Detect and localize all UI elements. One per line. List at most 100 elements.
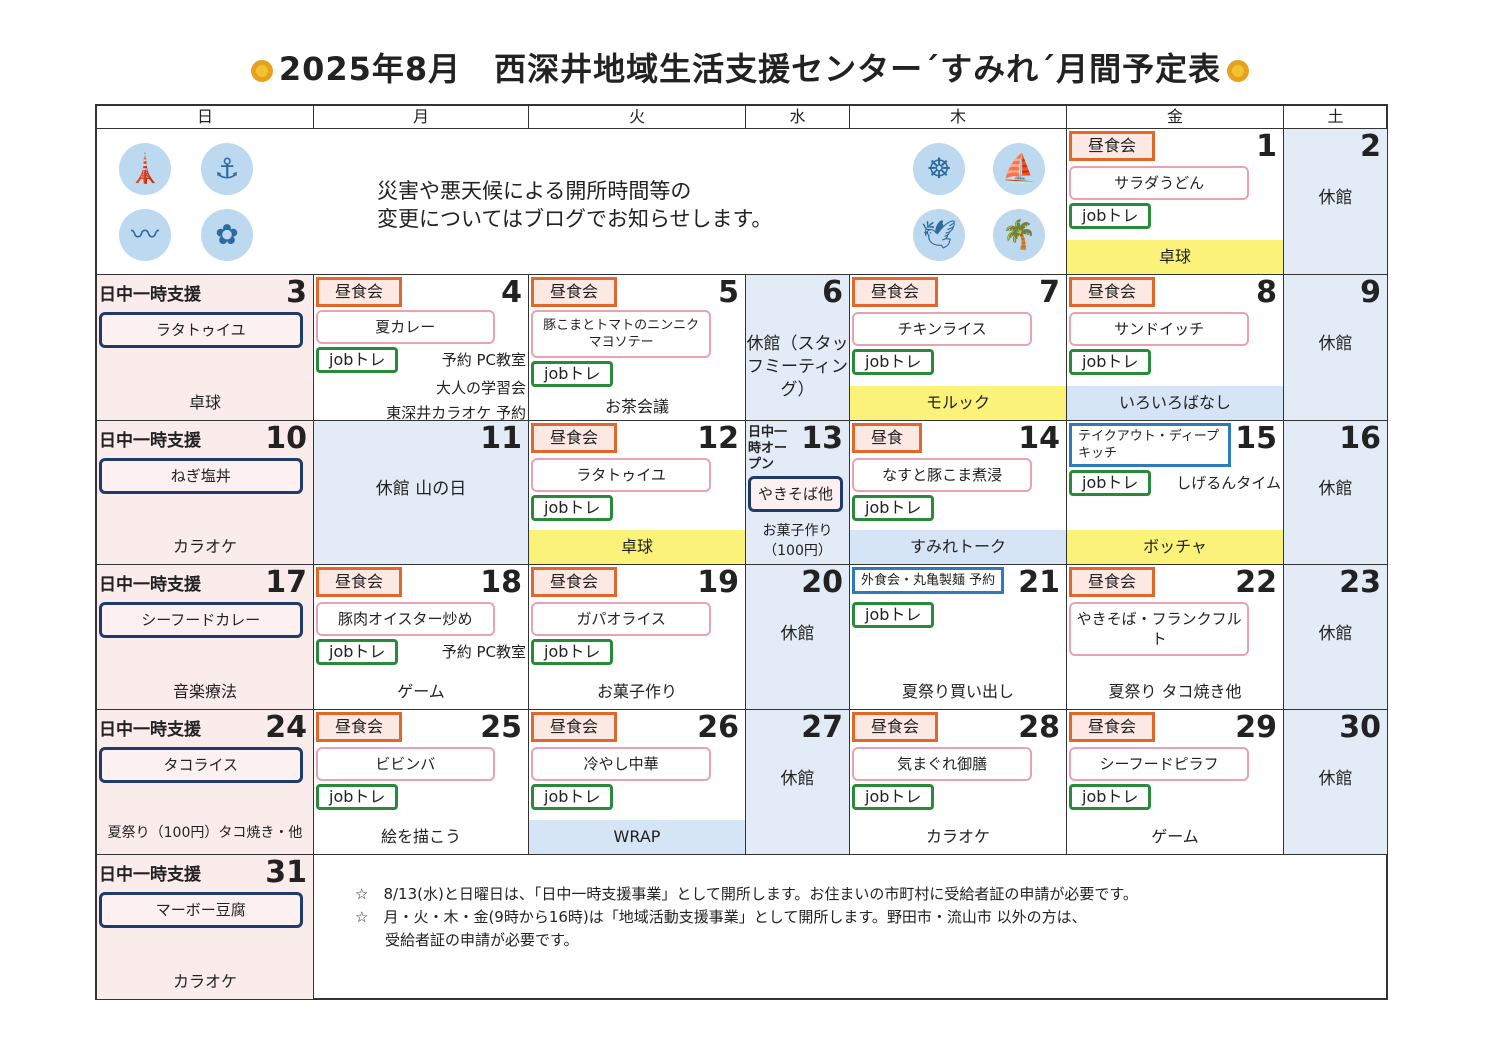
day-cell: 16 休館 <box>1284 421 1388 565</box>
day-cell-header: 11 <box>316 423 526 455</box>
day-cell-header: 昼食会 8 <box>1069 277 1281 309</box>
job-row: jobトレ <box>531 361 743 387</box>
job-row: jobトレ 予約 PC教室 大人の学習会 東深井カラオケ 予約 <box>316 347 526 421</box>
day-number: 15 <box>1235 421 1277 456</box>
day-number: 29 <box>1235 710 1277 745</box>
day-number: 23 <box>1339 565 1381 600</box>
day-number: 30 <box>1339 710 1381 745</box>
palm-tree-icon: 🌴 <box>993 209 1045 261</box>
note-line: ☆ 8/13(水)と日曜日は、「日中一時支援事業」として開所します。お住まいの市… <box>355 885 1138 903</box>
day-number: 18 <box>480 565 522 600</box>
activity: カラオケ <box>172 972 237 991</box>
lunch-badge: 昼食会 <box>316 712 403 742</box>
day-cell-header: 昼食会 29 <box>1069 712 1281 744</box>
activity: お菓子作り <box>596 682 677 701</box>
day-number: 5 <box>718 275 739 310</box>
note-line: 受給者証の申請が必要です。 <box>355 931 579 949</box>
day-cell: 日中一時支援 10 ねぎ塩丼 カラオケ <box>97 421 314 565</box>
day-cell-header: 6 <box>748 277 847 309</box>
day-support-label: 日中一時支援 <box>99 285 201 305</box>
extra-activity: しげるんタイム <box>1176 473 1281 492</box>
job-training-badge: jobトレ <box>1069 470 1152 496</box>
extra-activity: 東深井カラオケ 予約 <box>386 404 526 421</box>
notice-line: 変更についてはブログでお知らせします。 <box>377 207 773 231</box>
job-training-badge: jobトレ <box>1069 784 1152 810</box>
activity: モルック <box>850 386 1066 420</box>
lunch-badge: 昼食 <box>852 423 923 453</box>
extra-activity: 予約 PC教室 <box>441 350 526 369</box>
activity: 卓球 <box>188 393 221 412</box>
job-row: jobトレ <box>852 349 1064 375</box>
job-row: jobトレ しげるんタイム <box>1069 470 1281 496</box>
page-title: 2025年8月 西深井地域生活支援センター´すみれ´月間予定表 <box>0 44 1500 90</box>
menu-item: 冷やし中華 <box>531 747 712 781</box>
job-row: jobトレ <box>852 495 1064 521</box>
menu-item: やきそば他 <box>748 476 844 512</box>
weekday-header: 月 <box>314 106 529 129</box>
day-cell-header: 16 <box>1286 423 1385 455</box>
day-cell-header: 昼食会 19 <box>531 567 743 599</box>
job-row: jobトレ <box>852 784 1064 810</box>
day-cell-header: 日中一時支援 31 <box>99 857 311 889</box>
closed-label: 休館 <box>780 768 815 789</box>
day-number: 16 <box>1339 421 1381 456</box>
lighthouse-icon: 🗼 <box>119 143 171 195</box>
day-number: 2 <box>1360 129 1381 164</box>
menu-item: シーフードピラフ <box>1069 747 1250 781</box>
job-training-badge: jobトレ <box>316 784 399 810</box>
day-cell-header: 日中一時支援 17 <box>99 567 311 599</box>
closed-label: 休館 <box>1318 334 1353 354</box>
day-cell: 日中一時オープン 13 やきそば他 お菓子作り（100円） <box>746 421 850 565</box>
lunch-badge: 昼食会 <box>316 567 403 597</box>
day-cell-header: 昼食会 7 <box>852 277 1064 309</box>
day-cell: 昼食会 29 シーフードピラフ jobトレ ゲーム <box>1067 710 1284 855</box>
job-row: jobトレ <box>1069 784 1281 810</box>
menu-item: タコライス <box>99 747 303 783</box>
day-cell: 30 休館 <box>1284 710 1388 855</box>
day-number: 4 <box>501 275 522 310</box>
notes-cell: ☆ 8/13(水)と日曜日は、「日中一時支援事業」として開所します。お住まいの市… <box>97 855 1388 1000</box>
menu-item: シーフードカレー <box>99 602 303 638</box>
weekday-header: 金 <box>1067 106 1284 129</box>
activity: お茶会議 <box>604 397 669 416</box>
activity: いろいろばなし <box>1067 386 1283 420</box>
day-cell: 27 休館 <box>746 710 850 855</box>
activity: 卓球 <box>1067 240 1283 274</box>
job-row: jobトレ <box>531 495 743 521</box>
job-training-badge: jobトレ <box>316 347 399 373</box>
menu-item: チキンライス <box>852 312 1033 346</box>
day-cell-header: 30 <box>1286 712 1385 744</box>
activity: WRAP <box>529 820 745 854</box>
day-cell: 昼食会 12 ラタトゥイユ jobトレ 卓球 <box>529 421 746 565</box>
notes: ☆ 8/13(水)と日曜日は、「日中一時支援事業」として開所します。お住まいの市… <box>355 883 1138 952</box>
menu-item: 気まぐれ御膳 <box>852 747 1033 781</box>
sunflower-icon: ✿ <box>201 209 253 261</box>
menu-item: なすと豚こま煮浸 <box>852 458 1033 492</box>
weekday-header: 日 <box>97 106 314 129</box>
day-cell-header: 27 <box>748 712 847 744</box>
day-cell: 11 休館 山の日 <box>314 421 529 565</box>
job-training-badge: jobトレ <box>852 349 935 375</box>
job-row: jobトレ <box>1069 203 1281 229</box>
day-cell: 昼食会 7 チキンライス jobトレモルック <box>850 275 1067 421</box>
day-number: 1 <box>1256 129 1277 164</box>
lunch-badge: 昼食会 <box>531 567 618 597</box>
day-cell: 日中一時支援 17 シーフードカレー音楽療法 <box>97 565 314 710</box>
day-cell: 外食会・丸亀製麺 予約 21 jobトレ 夏祭り買い出し <box>850 565 1067 710</box>
day-cell-header: 昼食 14 <box>852 423 1064 455</box>
activity: 音楽療法 <box>172 682 237 701</box>
notice: 災害や悪天候による開所時間等の変更についてはブログでお知らせします。 <box>377 177 772 233</box>
menu-item: やきそば・フランクフルト <box>1069 602 1250 656</box>
job-row: jobトレ <box>531 784 743 810</box>
job-training-badge: jobトレ <box>531 639 614 665</box>
notice-line: 災害や悪天候による開所時間等の <box>377 179 692 203</box>
day-number: 14 <box>1018 421 1060 456</box>
day-cell: 昼食会 1 サラダうどん jobトレ 卓球 <box>1067 129 1284 275</box>
day-cell: テイクアウト・ディープキッチ 15 jobトレ しげるんタイム ボッチャ <box>1067 421 1284 565</box>
job-training-badge: jobトレ <box>531 784 614 810</box>
day-number: 7 <box>1039 275 1060 310</box>
activity: カラオケ <box>172 537 237 556</box>
menu-item: マーボー豆腐 <box>99 892 303 928</box>
day-number: 8 <box>1256 275 1277 310</box>
activity: 夏祭り買い出し <box>901 682 1014 701</box>
